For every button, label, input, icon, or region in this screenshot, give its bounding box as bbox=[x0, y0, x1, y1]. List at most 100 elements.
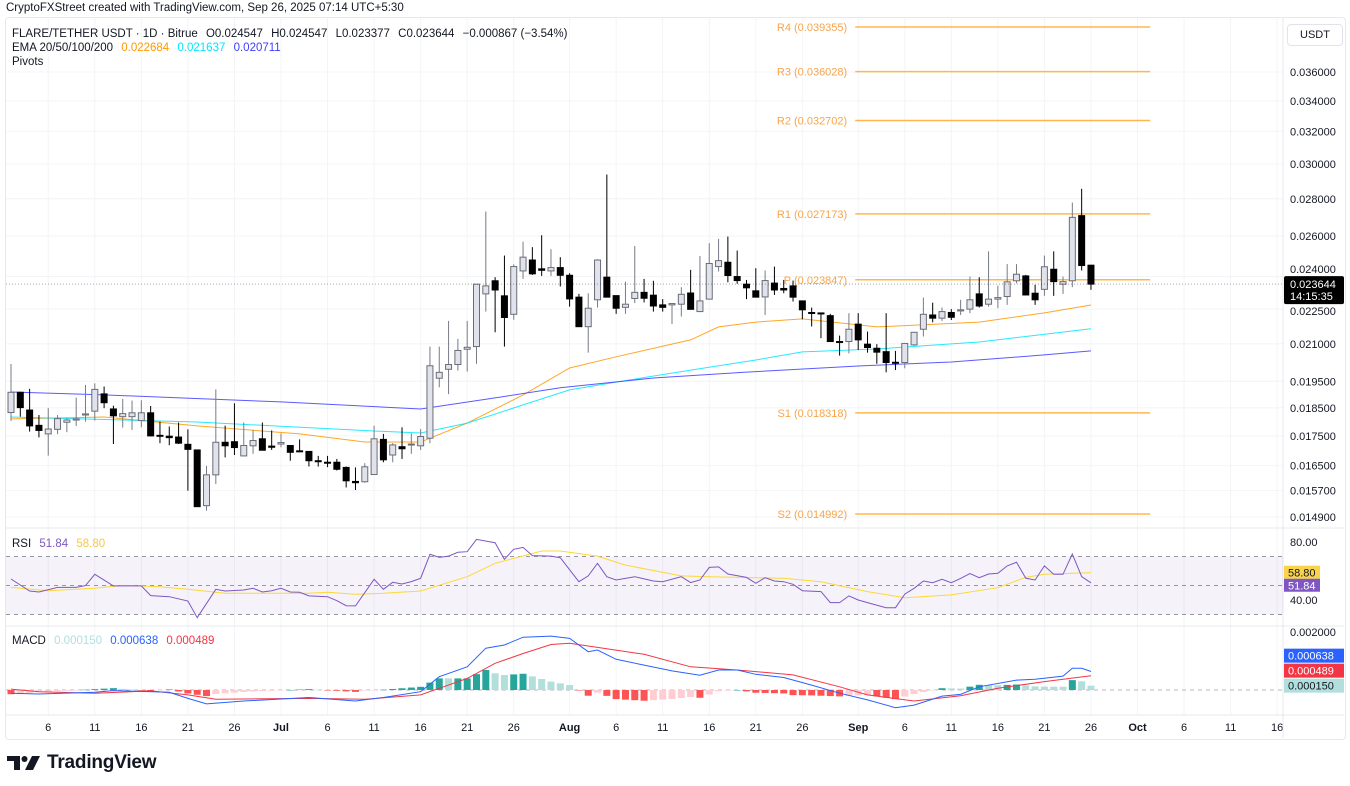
macd-histogram-bar bbox=[417, 686, 425, 690]
candle-up bbox=[203, 465, 211, 511]
macd-histogram-bar bbox=[342, 690, 350, 692]
candle-body bbox=[575, 296, 583, 328]
candle-down bbox=[35, 415, 43, 438]
candle-body bbox=[547, 267, 555, 272]
candle-down bbox=[324, 455, 332, 468]
macd-histogram-bar bbox=[1040, 686, 1048, 690]
candle-down bbox=[752, 268, 760, 298]
candle-up bbox=[715, 238, 723, 272]
candle-down bbox=[947, 309, 955, 320]
macd-histogram-bar bbox=[566, 685, 574, 690]
symbol-title[interactable]: FLARE/TETHER USDT · 1D · Bitrue bbox=[12, 28, 198, 40]
candle-body bbox=[1050, 268, 1058, 283]
candle-body bbox=[286, 445, 294, 453]
pivots-title[interactable]: Pivots bbox=[12, 56, 44, 68]
macd-histogram-bar bbox=[649, 690, 657, 701]
macd-histogram-bar bbox=[305, 689, 313, 690]
rsi-title[interactable]: RSI bbox=[12, 538, 32, 550]
macd-histogram-bar bbox=[500, 675, 508, 690]
rsi-legend[interactable]: RSI 51.84 58.80 bbox=[12, 537, 110, 551]
candle-down bbox=[314, 455, 322, 467]
symbol-legend[interactable]: FLARE/TETHER USDT · 1D · Bitrue O0.02454… bbox=[12, 27, 572, 41]
candle-down bbox=[826, 313, 834, 343]
candle-up bbox=[473, 283, 480, 364]
candle-body bbox=[426, 365, 434, 439]
ema-50-line bbox=[10, 328, 1092, 434]
candle-body bbox=[538, 268, 546, 271]
candle-up bbox=[696, 255, 704, 313]
candle-body bbox=[473, 283, 480, 348]
candle-body bbox=[696, 300, 704, 313]
macd-histogram-bar bbox=[221, 690, 229, 694]
macd-histogram-bar bbox=[491, 673, 499, 690]
macd-histogram-bar bbox=[929, 690, 937, 691]
macd-histogram-bar bbox=[966, 686, 974, 690]
candle-body bbox=[296, 450, 304, 453]
rsi-ma-badge bbox=[1284, 565, 1320, 579]
macd-histogram-bar bbox=[482, 669, 490, 690]
candle-body bbox=[314, 460, 322, 463]
macd-histogram-bar bbox=[370, 690, 378, 691]
x-axis-label: Aug bbox=[559, 722, 580, 734]
candle-down bbox=[193, 449, 201, 508]
candle-body bbox=[221, 441, 229, 447]
macd-histogram-bar bbox=[7, 690, 15, 695]
candle-body bbox=[100, 393, 108, 404]
candle-body bbox=[929, 314, 937, 319]
candle-body bbox=[7, 391, 15, 414]
macd-histogram-bar bbox=[286, 689, 294, 691]
candle-body bbox=[901, 342, 909, 364]
macd-histogram-bar bbox=[119, 688, 127, 690]
macd-histogram-bar bbox=[203, 690, 211, 697]
macd-histogram-bar bbox=[277, 690, 285, 691]
ema-title[interactable]: EMA 20/50/100/200 bbox=[12, 42, 114, 54]
candle-down bbox=[789, 280, 797, 302]
candle-down bbox=[742, 279, 750, 300]
candle-body bbox=[510, 266, 518, 315]
candle-body bbox=[417, 435, 425, 447]
candle-body bbox=[137, 412, 145, 422]
price-axis-label: 0.021000 bbox=[1290, 339, 1336, 351]
candle-body bbox=[873, 347, 881, 353]
candle-down bbox=[491, 277, 499, 333]
macd-histogram-bar bbox=[230, 690, 238, 693]
macd-histogram-bar bbox=[44, 690, 52, 692]
price-axis-label: 0.019500 bbox=[1290, 376, 1336, 388]
macd-histogram-bar bbox=[16, 690, 24, 694]
rsi-badge bbox=[1284, 578, 1320, 592]
macd-histogram-bar bbox=[901, 690, 909, 697]
tradingview-logo[interactable]: TradingView bbox=[7, 752, 157, 774]
x-axis-label: 11 bbox=[657, 722, 668, 734]
candle-body bbox=[1003, 281, 1011, 297]
macd-histogram-bar bbox=[891, 690, 899, 700]
pivot-label-s1: S1 (0.018318) bbox=[777, 408, 847, 420]
macd-histogram-bar bbox=[351, 690, 359, 692]
currency-button[interactable]: USDT bbox=[1287, 24, 1343, 46]
candle-body bbox=[193, 449, 201, 508]
candle-body bbox=[752, 290, 760, 298]
macd-axis-label: 0.002000 bbox=[1290, 627, 1336, 639]
macd-title[interactable]: MACD bbox=[12, 635, 46, 647]
macd-hist-badge-text: 0.000150 bbox=[1288, 681, 1334, 693]
x-axis-label: Jul bbox=[273, 722, 289, 734]
candle-down bbox=[882, 313, 890, 373]
pivots-legend[interactable]: Pivots bbox=[12, 55, 48, 69]
x-axis-label: 16 bbox=[135, 722, 147, 734]
macd-histogram-bar bbox=[258, 690, 266, 692]
candle-body bbox=[947, 311, 955, 318]
candle-down bbox=[808, 307, 816, 327]
candle-down bbox=[659, 299, 667, 312]
candle-body bbox=[44, 428, 52, 435]
tradingview-wordmark: TradingView bbox=[47, 752, 157, 773]
ema-legend[interactable]: EMA 20/50/100/200 0.022684 0.021637 0.02… bbox=[12, 41, 286, 55]
macd-legend[interactable]: MACD 0.000150 0.000638 0.000489 bbox=[12, 634, 219, 648]
candle-up bbox=[957, 299, 965, 315]
candle-body bbox=[249, 440, 257, 447]
current-price-value: 0.023644 bbox=[1290, 279, 1336, 291]
macd-histogram-bar bbox=[54, 690, 62, 692]
candle-body bbox=[845, 328, 853, 343]
candle-down bbox=[649, 280, 657, 312]
candle-body bbox=[836, 341, 844, 344]
candle-up bbox=[212, 389, 220, 484]
